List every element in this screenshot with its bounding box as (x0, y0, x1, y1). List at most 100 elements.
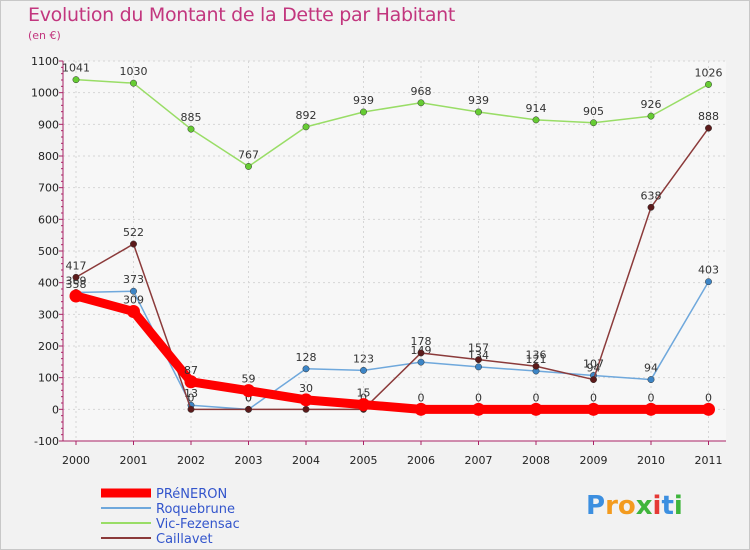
y-tick-label: 900 (38, 118, 59, 131)
data-point-vic-fezensac (130, 79, 137, 87)
data-label-caillavet: 0 (245, 391, 252, 404)
series-line-roquebrune (75, 281, 710, 411)
x-tick-label: 2011 (695, 454, 723, 467)
y-tick-label: 800 (38, 150, 59, 163)
y-tick-label: -100 (34, 435, 59, 448)
data-point-pr-neron (69, 289, 83, 303)
data-point-roquebrune (360, 366, 367, 374)
data-point-vic-fezensac (417, 99, 425, 107)
data-label-vic-fezensac: 1041 (62, 62, 90, 75)
series-line-caillavet (75, 127, 710, 411)
proxiti-logo: Proxiti (586, 491, 683, 521)
data-label-pr-neron: 0 (533, 391, 540, 404)
data-label-vic-fezensac: 1026 (695, 66, 723, 79)
data-label-vic-fezensac: 1030 (120, 65, 148, 78)
data-point-pr-neron (644, 402, 658, 416)
data-label-vic-fezensac: 914 (526, 102, 547, 115)
data-label-pr-neron: 87 (184, 364, 198, 377)
legend-label-pr-neron: PRéNERON (156, 487, 227, 502)
data-point-pr-neron (702, 402, 715, 416)
data-point-pr-neron (127, 304, 140, 318)
data-label-roquebrune: 121 (526, 353, 547, 366)
data-label-roquebrune: 123 (353, 352, 374, 365)
logo-letter: x (635, 491, 653, 521)
data-point-pr-neron (587, 402, 600, 416)
data-label-pr-neron: 0 (475, 391, 482, 404)
data-point-roquebrune (130, 287, 137, 295)
legend-label-caillavet: Caillavet (156, 532, 213, 547)
data-point-roquebrune (417, 358, 425, 366)
legend-label-roquebrune: Roquebrune (156, 502, 235, 517)
data-label-pr-neron: 30 (299, 382, 313, 395)
data-point-caillavet (705, 124, 712, 132)
data-point-pr-neron (357, 398, 370, 412)
logo-letter: i (652, 491, 662, 521)
x-tick-label: 2005 (350, 454, 378, 467)
data-point-vic-fezensac (590, 119, 597, 127)
data-label-roquebrune: 369 (66, 274, 87, 287)
y-tick-label: 1000 (31, 87, 59, 100)
data-point-pr-neron (472, 402, 485, 416)
data-label-vic-fezensac: 905 (583, 105, 604, 118)
y-tick-label: 300 (38, 308, 59, 321)
data-point-pr-neron (242, 384, 255, 398)
y-tick-label: 700 (38, 182, 59, 195)
x-tick-label: 2009 (580, 454, 608, 467)
data-point-vic-fezensac (302, 123, 310, 131)
series-line-vic-fezensac (75, 78, 709, 168)
data-point-caillavet (130, 240, 137, 248)
data-point-pr-neron (299, 393, 313, 407)
data-label-caillavet: 136 (526, 348, 547, 361)
x-tick-label: 2008 (522, 454, 550, 467)
data-point-vic-fezensac (245, 163, 252, 170)
data-label-caillavet: 94 (587, 362, 601, 375)
data-point-caillavet (187, 405, 195, 413)
data-label-vic-fezensac: 926 (641, 98, 662, 111)
data-label-roquebrune: 373 (123, 273, 144, 286)
data-label-pr-neron: 0 (418, 391, 425, 404)
data-label-caillavet: 888 (698, 110, 719, 123)
x-tick-label: 2003 (235, 454, 263, 467)
data-label-pr-neron: 309 (123, 293, 144, 306)
data-label-caillavet: 0 (360, 391, 367, 404)
data-point-vic-fezensac (360, 108, 367, 116)
data-point-caillavet (590, 376, 597, 384)
data-label-pr-neron: 0 (590, 391, 597, 404)
data-label-roquebrune: 403 (698, 264, 719, 277)
data-label-pr-neron: 0 (705, 391, 712, 404)
x-tick-label: 2001 (120, 454, 148, 467)
data-label-caillavet: 178 (411, 335, 432, 348)
chart-title: Evolution du Montant de la Dette par Hab… (28, 4, 456, 26)
data-point-vic-fezensac (475, 108, 482, 116)
data-point-caillavet (532, 362, 540, 370)
x-tick-label: 2004 (292, 454, 320, 467)
data-point-vic-fezensac (705, 80, 712, 88)
y-tick-label: 0 (52, 403, 59, 416)
data-point-pr-neron (529, 402, 543, 416)
data-label-vic-fezensac: 939 (468, 94, 489, 107)
data-point-pr-neron (414, 402, 428, 416)
y-tick-label: 500 (38, 245, 59, 258)
logo-letter: o (617, 491, 636, 521)
logo-letter: P (586, 491, 606, 521)
data-point-vic-fezensac (647, 112, 655, 120)
data-point-caillavet (475, 356, 482, 364)
x-tick-label: 2002 (177, 454, 205, 467)
data-label-vic-fezensac: 939 (353, 94, 374, 107)
data-label-roquebrune: 94 (644, 362, 658, 375)
y-tick-label: 200 (38, 340, 59, 353)
data-point-roquebrune (475, 363, 482, 371)
series-line-pr-neron (74, 291, 709, 414)
data-label-caillavet: 157 (468, 342, 489, 355)
data-label-vic-fezensac: 885 (181, 111, 202, 124)
data-label-pr-neron: 15 (357, 387, 371, 400)
y-tick-label: 100 (38, 372, 59, 385)
data-point-caillavet (302, 405, 310, 413)
x-tick-label: 2010 (637, 454, 665, 467)
x-tick-label: 2007 (465, 454, 493, 467)
data-point-roquebrune (647, 376, 655, 384)
data-point-vic-fezensac (532, 116, 540, 124)
logo-letter: r (605, 491, 618, 521)
data-point-caillavet (647, 203, 655, 211)
